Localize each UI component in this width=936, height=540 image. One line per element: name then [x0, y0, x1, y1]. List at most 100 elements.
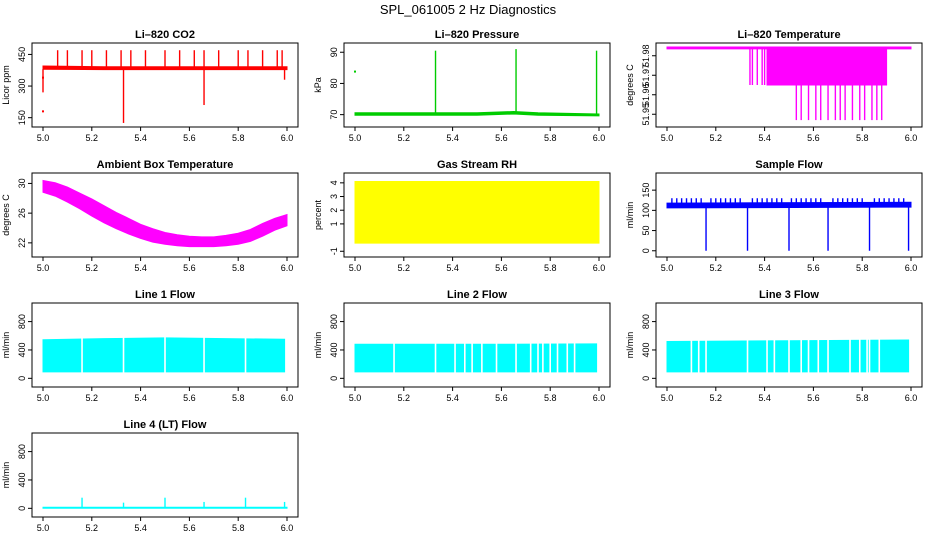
x-tick-label: 5.2 — [86, 263, 99, 273]
y-tick-label: 0 — [641, 376, 651, 381]
chart-panel-temperature: Li–820 Temperature degrees C 5.0 5.2 5.4 5.6 5… — [625, 29, 923, 143]
x-tick-label: 6.0 — [905, 263, 918, 273]
chart-panel-ambient: Ambient Box Temperature degrees C 5.0 5.2 5.… — [1, 159, 299, 273]
x-tick-label: 5.4 — [134, 523, 147, 533]
data-point — [354, 70, 356, 73]
x-tick-label: 5.2 — [710, 133, 723, 143]
y-tick-label: 2 — [329, 208, 339, 213]
series-block — [766, 47, 888, 86]
plot-frame — [655, 172, 923, 258]
series-drops-deep — [795, 85, 883, 121]
x-tick-label: 5.4 — [758, 393, 771, 403]
chart-panel-line3: Line 3 Flow ml/min 5.0 5.2 5.4 5.6 5.8 6.0 0 400 8… — [625, 289, 923, 403]
series-spikes-up — [434, 49, 598, 114]
data-gap — [244, 304, 247, 386]
y-tick-label: 100 — [641, 203, 651, 218]
plot-frame — [31, 432, 299, 518]
y-tick-label: 400 — [17, 472, 27, 487]
x-tick-label: 5.6 — [495, 133, 508, 143]
y-tick-label: 800 — [17, 314, 27, 329]
data-gap — [122, 304, 125, 386]
chart-title: Li–820 Temperature — [737, 29, 840, 41]
x-tick-label: 5.2 — [398, 133, 411, 143]
y-tick-label: 30 — [17, 178, 27, 188]
x-tick-label: 5.0 — [661, 393, 674, 403]
y-axis-label: degrees C — [625, 64, 635, 106]
x-tick-label: 5.4 — [758, 133, 771, 143]
x-tick-label: 5.2 — [86, 133, 99, 143]
x-tick-label: 5.2 — [710, 263, 723, 273]
series-drops-mid — [749, 47, 766, 85]
x-tick-label: 5.6 — [807, 133, 820, 143]
data-band — [766, 47, 888, 86]
x-tick-label: 5.6 — [183, 393, 196, 403]
y-axis-label: ml/min — [1, 462, 11, 489]
y-axis-label: kPa — [313, 77, 323, 93]
x-tick-label: 5.6 — [807, 393, 820, 403]
data-gap — [549, 304, 551, 386]
y-tick-label: 3 — [329, 194, 339, 199]
x-tick-label: 5.8 — [856, 263, 869, 273]
data-band — [42, 337, 286, 373]
data-gap — [471, 304, 473, 386]
plot-frame — [31, 302, 299, 388]
data-gap — [697, 304, 700, 386]
y-axis-label: ml/min — [313, 332, 323, 359]
y-tick-label: 22 — [17, 238, 27, 248]
x-tick-label: 5.6 — [183, 263, 196, 273]
series-gaps — [81, 304, 247, 386]
x-tick-label: 5.6 — [183, 133, 196, 143]
x-tick-label: 5.4 — [134, 393, 147, 403]
chart-title: Line 2 Flow — [447, 289, 507, 301]
x-tick-label: 5.8 — [856, 393, 869, 403]
data-gap — [807, 304, 810, 386]
x-tick-label: 5.8 — [544, 263, 557, 273]
y-axis-label: degrees C — [1, 194, 11, 236]
x-tick-label: 5.8 — [232, 263, 245, 273]
x-tick-label: 5.0 — [661, 263, 674, 273]
series-band — [42, 506, 288, 509]
series-band — [42, 179, 288, 248]
y-tick-label: 51.96 — [641, 83, 651, 106]
y-axis-label: ml/min — [625, 332, 635, 359]
data-gap — [705, 304, 707, 386]
data-band — [42, 506, 288, 509]
chart-title: Sample Flow — [755, 159, 823, 171]
data-gap — [800, 304, 802, 386]
data-gap — [464, 304, 466, 386]
x-tick-label: 5.8 — [232, 393, 245, 403]
y-tick-label: 80 — [329, 78, 339, 88]
series-band — [354, 343, 598, 373]
data-gap — [542, 304, 544, 386]
series-spikes-up — [56, 50, 283, 68]
x-tick-label: 5.2 — [710, 393, 723, 403]
series-baseline — [42, 65, 288, 71]
data-band — [354, 343, 598, 373]
data-point — [42, 76, 44, 79]
data-gap — [454, 304, 456, 386]
x-tick-label: 5.6 — [807, 263, 820, 273]
data-gap — [868, 304, 871, 386]
data-gap — [529, 304, 532, 386]
chart-title: Li–820 CO2 — [135, 29, 195, 41]
x-tick-label: 5.0 — [661, 133, 674, 143]
data-gap — [566, 304, 569, 386]
plot-frame — [343, 302, 611, 388]
chart-panel-line4: Line 4 (LT) Flow ml/min 5.0 5.2 5.4 5.6 5.8 6.0… — [1, 419, 299, 533]
x-tick-label: 5.0 — [349, 133, 362, 143]
data-gap — [481, 304, 483, 386]
x-tick-label: 5.4 — [134, 133, 147, 143]
x-tick-label: 5.4 — [446, 133, 459, 143]
data-point — [42, 110, 44, 113]
x-tick-label: 5.4 — [134, 263, 147, 273]
x-tick-label: 5.6 — [183, 523, 196, 533]
y-tick-label: 70 — [329, 110, 339, 120]
series-outliers — [42, 76, 44, 113]
data-gap — [878, 304, 881, 386]
series-band — [666, 339, 910, 373]
x-tick-label: 5.8 — [232, 523, 245, 533]
x-tick-label: 6.0 — [905, 133, 918, 143]
plot-frame — [31, 172, 299, 258]
data-gap — [858, 304, 861, 386]
